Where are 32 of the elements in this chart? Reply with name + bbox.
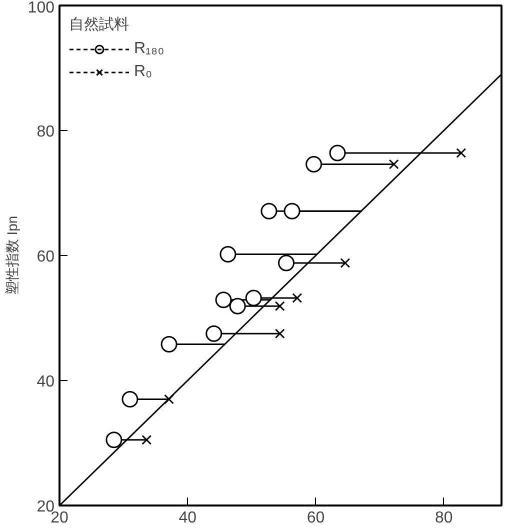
point	[220, 246, 236, 262]
point	[229, 298, 246, 314]
point	[245, 290, 262, 306]
point	[456, 148, 466, 158]
point	[164, 394, 174, 404]
point	[106, 432, 122, 448]
point	[340, 258, 350, 268]
x-tick-label: 80	[434, 510, 453, 526]
point	[278, 254, 295, 272]
legend-label: R₀	[134, 63, 154, 81]
point	[142, 434, 152, 445]
y-axis-title: 塑性指数 Ipn	[4, 216, 20, 296]
y-tick-label: 60	[36, 248, 55, 266]
y-tick-label: 80	[36, 124, 55, 140]
x-tick-label: 60	[306, 510, 325, 526]
point	[215, 292, 232, 308]
point	[206, 325, 222, 342]
legend-title: 自然試料	[69, 15, 130, 34]
legend-label: R₁₈₀	[134, 40, 164, 58]
point	[274, 301, 285, 312]
x-tick-label: 40	[178, 510, 197, 526]
point	[160, 336, 178, 352]
point	[388, 159, 399, 170]
y-tick-label: 40	[36, 374, 55, 390]
point	[284, 202, 300, 220]
point	[260, 202, 278, 220]
point	[329, 144, 346, 162]
point	[306, 156, 322, 172]
point	[274, 328, 285, 339]
point	[292, 293, 302, 303]
y-tick-label: 100	[28, 0, 55, 16]
point	[122, 391, 138, 408]
